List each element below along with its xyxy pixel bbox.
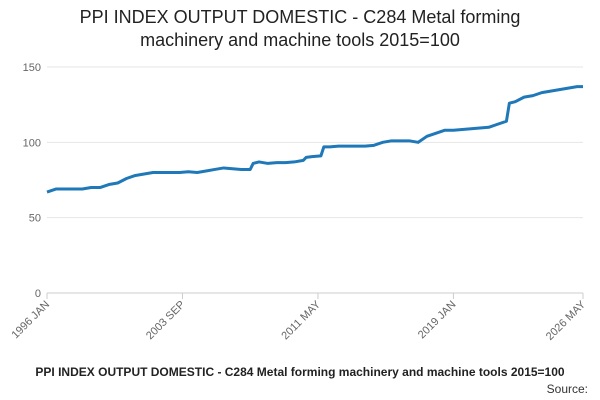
chart-title: PPI INDEX OUTPUT DOMESTIC - C284 Metal f… <box>79 7 521 50</box>
y-tick-label: 100 <box>23 137 41 149</box>
x-tick-label: 2019 JAN <box>416 299 459 342</box>
x-tick-label: 2003 SEP <box>144 299 188 343</box>
x-tick-label: 1996 JAN <box>9 299 52 342</box>
y-tick-label: 150 <box>23 62 41 74</box>
x-tick-label: 2026 MAY <box>544 298 589 343</box>
x-tick-label: 2011 MAY <box>279 298 323 342</box>
source: Source: <box>546 382 588 396</box>
caption: PPI INDEX OUTPUT DOMESTIC - C284 Metal f… <box>35 365 565 379</box>
y-tick-label: 0 <box>35 288 41 300</box>
y-tick-label: 50 <box>29 213 41 225</box>
series-line <box>46 85 583 194</box>
